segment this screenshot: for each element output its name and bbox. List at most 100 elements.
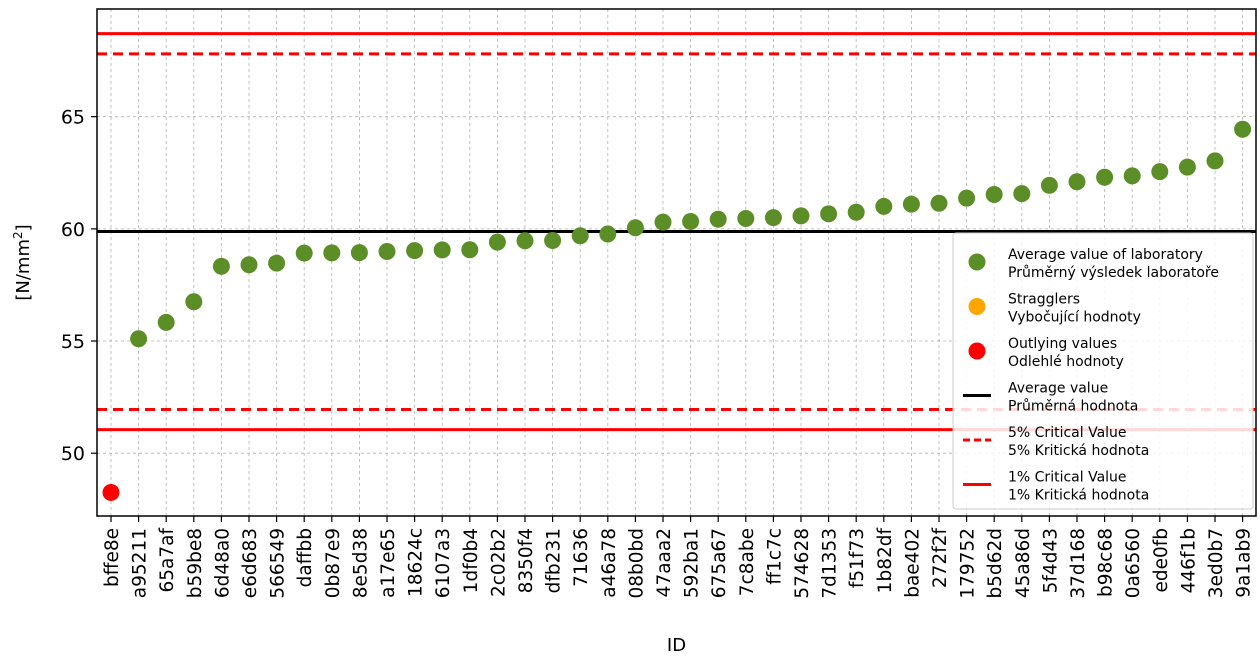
x-tick-label: a17e65 (378, 528, 399, 598)
x-tick-label: a46a78 (599, 528, 620, 598)
data-point-bffe8e (102, 483, 120, 501)
x-tick-label: 8e5d38 (350, 528, 371, 598)
x-tick-label: 6107a3 (433, 528, 454, 598)
data-point-daffbb (295, 244, 313, 262)
x-tick-label: bffe8e (102, 528, 123, 587)
data-point-179752 (958, 189, 976, 207)
x-tick-label: 2c02b2 (488, 528, 509, 597)
y-axis-ticks: 50 55 60 65 (61, 107, 97, 465)
legend-label-outlier-cz: Odlehlé hodnoty (1008, 354, 1124, 370)
data-point-3ed0b7 (1206, 152, 1224, 170)
x-tick-label: 1b82df (875, 528, 896, 594)
y-tick-label: 55 (61, 331, 85, 353)
x-tick-label: 179752 (958, 528, 979, 599)
x-tick-label: 37d168 (1068, 528, 1089, 599)
data-point-a95211 (130, 330, 148, 348)
data-point-f51f73 (847, 203, 865, 221)
data-point-a46a78 (599, 225, 617, 243)
data-point-e6d683 (240, 256, 258, 274)
data-point-a17e65 (378, 243, 396, 261)
x-tick-label: f51f73 (847, 528, 868, 588)
x-tick-label: 08b0bd (626, 528, 647, 599)
data-point-45a86d (1013, 185, 1031, 203)
data-points (102, 120, 1252, 501)
data-point-dfb231 (544, 232, 562, 250)
data-point-592ba1 (682, 212, 700, 230)
legend-label-average-cz: Průměrný výsledek laboratoře (1008, 265, 1219, 281)
data-point-71636 (571, 227, 589, 245)
data-point-b98c68 (1096, 168, 1114, 186)
data-point-9a1ab9 (1234, 120, 1252, 138)
x-tick-label: 592ba1 (682, 528, 703, 598)
x-tick-label: 1df0b4 (461, 528, 482, 593)
data-point-8e5d38 (350, 244, 368, 262)
data-point-0b87e9 (323, 244, 341, 262)
data-point-6d48a0 (212, 257, 230, 275)
legend-label-critical_1-en: 1% Critical Value (1008, 470, 1127, 486)
y-axis-label-unit: [N/mm (13, 239, 34, 301)
x-tick-label: 0a6560 (1123, 528, 1144, 598)
x-tick-label: 65a7af (157, 528, 178, 593)
legend-label-critical_5-cz: 5% Kritická hodnota (1008, 443, 1149, 459)
data-point-8350f4 (516, 232, 534, 250)
data-point-08b0bd (626, 219, 644, 237)
y-axis-label: [N/mm2] (11, 224, 34, 300)
x-tick-label: dfb231 (544, 528, 565, 593)
axes (96, 8, 1257, 517)
data-point-bae402 (902, 195, 920, 213)
y-tick-label: 50 (61, 443, 85, 465)
data-point-6107a3 (433, 241, 451, 259)
data-point-65a7af (157, 313, 175, 331)
x-tick-label: b59be8 (185, 528, 206, 598)
legend-label-mean_line-cz: Průměrná hodnota (1008, 399, 1138, 415)
data-point-ff1c7c (764, 209, 782, 227)
x-tick-label: 6d48a0 (212, 528, 233, 598)
x-tick-label: 272f2f (930, 528, 951, 589)
x-tick-label: 5f4d43 (1040, 528, 1061, 593)
data-point-7d1353 (820, 205, 838, 223)
y-axis-label-close: ] (13, 224, 34, 231)
x-axis-label: ID (667, 635, 686, 656)
legend-marker-straggler (968, 298, 986, 315)
legend: Average value of laboratory Průměrný výsl… (952, 232, 1254, 510)
x-tick-label: 566549 (268, 528, 289, 599)
x-tick-label: ede0fb (1151, 528, 1172, 593)
plot-frame (96, 8, 1257, 517)
x-tick-label: 0b87e9 (323, 528, 344, 598)
x-tick-label: bae402 (902, 528, 923, 598)
data-point-2c02b2 (488, 233, 506, 251)
data-point-446f1b (1178, 158, 1196, 176)
x-tick-label: e6d683 (240, 528, 261, 598)
x-tick-label: b5d62d (985, 528, 1006, 599)
x-tick-label: 675a67 (709, 528, 730, 598)
data-point-37d168 (1068, 173, 1086, 191)
legend-box (952, 232, 1254, 510)
x-tick-label: 446f1b (1178, 528, 1199, 593)
legend-label-straggler-cz: Vybočující hodnoty (1008, 310, 1141, 326)
x-tick-label: 47aaa2 (654, 528, 675, 597)
data-point-566549 (268, 254, 286, 272)
legend-marker-outlier (968, 342, 986, 360)
legend-label-mean_line-en: Average value (1008, 381, 1108, 397)
data-point-b59be8 (185, 293, 203, 311)
x-tick-label: daffbb (295, 528, 316, 587)
x-tick-label: 8350f4 (516, 528, 537, 593)
data-point-574628 (792, 207, 810, 225)
data-point-272f2f (930, 194, 948, 212)
x-axis-ticks: bffe8e a95211 65a7af b59be8 6d48a0 e6d683 5665… (102, 516, 1255, 599)
x-tick-label: 71636 (571, 528, 592, 587)
data-point-1df0b4 (461, 241, 479, 259)
legend-marker-average (968, 253, 986, 271)
data-point-ede0fb (1151, 163, 1169, 181)
data-point-18624c (406, 242, 424, 260)
x-tick-label: ff1c7c (764, 528, 785, 585)
x-tick-label: b98c68 (1096, 528, 1117, 597)
data-point-675a67 (709, 210, 727, 228)
x-tick-label: 45a86d (1013, 528, 1034, 598)
x-tick-label: a95211 (130, 528, 151, 598)
y-tick-label: 65 (61, 107, 85, 129)
y-axis-label-superscript: 2 (11, 231, 25, 239)
data-point-47aaa2 (654, 213, 672, 231)
x-tick-label: 7c8abe (737, 528, 758, 596)
x-tick-label: 574628 (792, 528, 813, 599)
